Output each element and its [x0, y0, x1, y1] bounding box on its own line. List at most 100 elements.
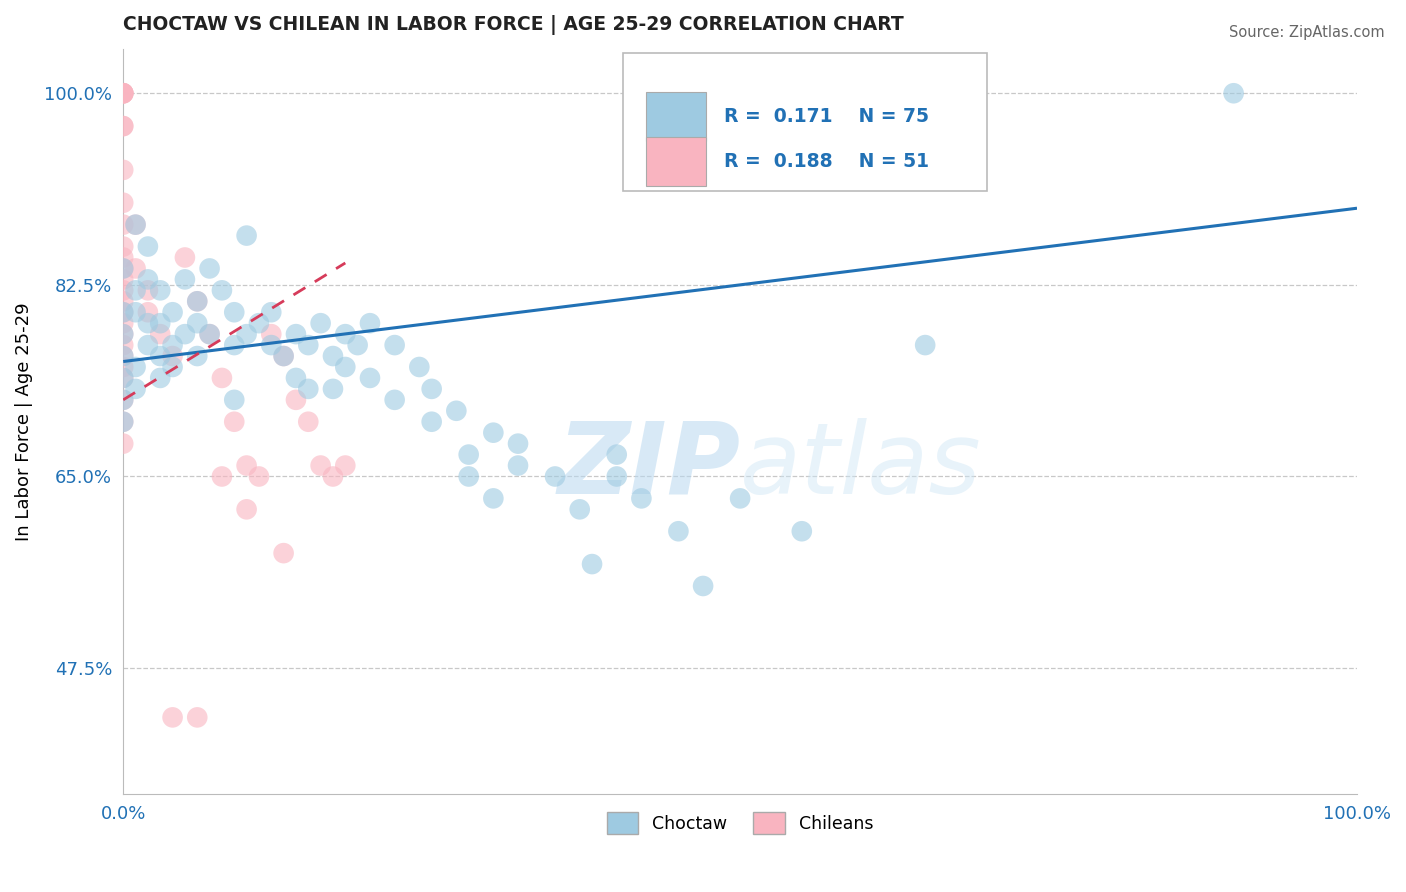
Text: CHOCTAW VS CHILEAN IN LABOR FORCE | AGE 25-29 CORRELATION CHART: CHOCTAW VS CHILEAN IN LABOR FORCE | AGE … — [124, 15, 904, 35]
FancyBboxPatch shape — [647, 92, 706, 141]
Point — [174, 272, 197, 286]
Point — [914, 338, 936, 352]
Point — [186, 294, 208, 309]
Point — [790, 524, 813, 539]
Point — [211, 283, 233, 297]
Point — [408, 359, 430, 374]
Point — [112, 261, 135, 276]
Point — [112, 261, 135, 276]
Point — [174, 251, 197, 265]
Point — [112, 415, 135, 429]
Point — [124, 283, 146, 297]
Point — [112, 87, 135, 101]
Point — [112, 87, 135, 101]
Point — [247, 316, 270, 330]
Text: R =  0.171    N = 75: R = 0.171 N = 75 — [724, 107, 929, 126]
Point — [297, 415, 319, 429]
Text: R =  0.188    N = 51: R = 0.188 N = 51 — [724, 152, 929, 170]
Point — [112, 87, 135, 101]
FancyBboxPatch shape — [647, 136, 706, 186]
Point — [457, 448, 479, 462]
Point — [186, 294, 208, 309]
Point — [112, 392, 135, 407]
Y-axis label: In Labor Force | Age 25-29: In Labor Force | Age 25-29 — [15, 302, 32, 541]
Point — [149, 327, 172, 342]
Point — [482, 491, 505, 506]
Point — [186, 349, 208, 363]
Point — [506, 436, 529, 450]
Point — [112, 349, 135, 363]
Point — [1222, 87, 1244, 101]
Point — [112, 251, 135, 265]
Point — [235, 327, 257, 342]
Point — [112, 305, 135, 319]
Point — [162, 359, 184, 374]
Legend: Choctaw, Chileans: Choctaw, Chileans — [600, 805, 880, 841]
Point — [581, 557, 603, 571]
Point — [335, 359, 357, 374]
Point — [136, 305, 159, 319]
Point — [273, 349, 295, 363]
Point — [420, 415, 443, 429]
FancyBboxPatch shape — [623, 54, 987, 191]
Point — [335, 327, 357, 342]
Point — [198, 327, 221, 342]
Point — [149, 316, 172, 330]
Point — [235, 228, 257, 243]
Point — [273, 349, 295, 363]
Point — [112, 283, 135, 297]
Point — [284, 371, 307, 385]
Point — [359, 316, 381, 330]
Point — [297, 338, 319, 352]
Point — [112, 239, 135, 253]
Point — [211, 469, 233, 483]
Point — [124, 261, 146, 276]
Point — [162, 710, 184, 724]
Point — [162, 338, 184, 352]
Point — [630, 491, 652, 506]
Point — [211, 371, 233, 385]
Point — [235, 458, 257, 473]
Point — [136, 316, 159, 330]
Point — [174, 327, 197, 342]
Point — [322, 469, 344, 483]
Point — [124, 382, 146, 396]
Point — [112, 87, 135, 101]
Point — [235, 502, 257, 516]
Point — [260, 305, 283, 319]
Point — [112, 415, 135, 429]
Point — [606, 469, 628, 483]
Point — [728, 491, 751, 506]
Point — [309, 458, 332, 473]
Point — [112, 371, 135, 385]
Point — [544, 469, 567, 483]
Point — [124, 359, 146, 374]
Point — [224, 415, 246, 429]
Point — [112, 272, 135, 286]
Point — [273, 546, 295, 560]
Point — [322, 382, 344, 396]
Point — [112, 327, 135, 342]
Point — [198, 327, 221, 342]
Point — [112, 119, 135, 133]
Point — [384, 338, 406, 352]
Point — [149, 349, 172, 363]
Point — [309, 316, 332, 330]
Point — [112, 195, 135, 210]
Point — [224, 338, 246, 352]
Text: atlas: atlas — [740, 418, 981, 515]
Text: ZIP: ZIP — [557, 418, 740, 515]
Point — [568, 502, 591, 516]
Point — [482, 425, 505, 440]
Point — [186, 710, 208, 724]
Point — [136, 272, 159, 286]
Point — [149, 371, 172, 385]
Point — [112, 162, 135, 177]
Point — [149, 283, 172, 297]
Point — [198, 261, 221, 276]
Point — [224, 305, 246, 319]
Point — [346, 338, 368, 352]
Point — [112, 305, 135, 319]
Point — [112, 392, 135, 407]
Point — [162, 305, 184, 319]
